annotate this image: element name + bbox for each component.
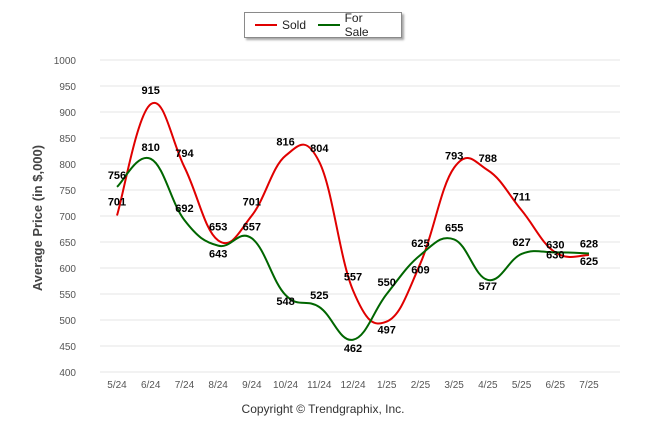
y-tick-1000: 1000 [54,56,77,67]
data-label-for-sale-3-25: 655 [445,222,463,234]
data-label-sold-10-24: 816 [276,137,294,149]
data-label-for-sale-2-25: 625 [411,238,429,250]
x-tick-5-24: 5/24 [107,380,127,391]
data-label-for-sale-1-25: 550 [378,277,396,289]
data-label-sold-7-24: 794 [175,148,194,160]
grid-lines [100,59,620,373]
data-label-sold-7-25: 625 [580,256,598,268]
data-label-for-sale-9-24: 657 [243,221,261,233]
x-tick-7-24: 7/24 [175,380,195,391]
x-tick-6-25: 6/25 [546,380,566,391]
x-tick-labels: 5/24 6/24 7/24 8/24 9/24 10/24 11/24 12/24 1/25 2… [107,380,599,391]
x-tick-7-25: 7/25 [579,380,599,391]
data-label-sold-9-24: 701 [243,196,261,208]
data-label-for-sale-6-24: 810 [142,142,160,154]
x-tick-9-24: 9/24 [242,380,262,391]
data-label-for-sale-7-25: 628 [580,238,598,250]
series-lines [116,101,590,341]
y-tick-950: 950 [59,82,76,93]
series-line-for-sale [116,156,590,341]
data-label-sold-11-24: 804 [310,143,329,155]
data-label-sold-4-25: 788 [479,153,497,165]
data-label-sold-6-25: 630 [546,249,564,261]
x-tick-11-24: 11/24 [307,380,332,391]
data-label-for-sale-7-24: 692 [175,203,193,215]
data-label-sold-1-25: 497 [378,325,396,337]
x-tick-8-24: 8/24 [208,380,228,391]
data-label-for-sale-5-24: 756 [108,170,126,182]
data-label-for-sale-6-25: 630 [546,239,564,251]
data-label-sold-5-25: 711 [513,191,531,203]
y-tick-600: 600 [59,264,76,275]
x-tick-6-24: 6/24 [141,380,161,391]
data-label-for-sale-10-24: 548 [276,296,294,308]
y-axis-label: Average Price (in $,000) [30,145,45,291]
legend-swatch-sold [255,24,277,26]
legend-item-sold: Sold [255,18,306,32]
series-line-sold [116,101,590,325]
y-tick-labels: 400 450 500 550 600 650 700 750 800 850 900 950 1000 [54,56,77,379]
y-tick-400: 400 [59,368,76,379]
y-tick-750: 750 [59,186,76,197]
x-tick-3-25: 3/25 [444,380,464,391]
data-label-sold-8-24: 653 [209,221,227,233]
x-tick-2-25: 2/25 [411,380,431,391]
data-label-for-sale-8-24: 643 [209,249,227,261]
legend-swatch-for-sale [318,24,340,26]
data-label-for-sale-11-24: 525 [310,290,328,302]
legend-item-for-sale: For Sale [318,11,389,39]
y-tick-650: 650 [59,238,76,249]
y-tick-850: 850 [59,134,76,145]
y-tick-450: 450 [59,342,76,353]
data-label-sold-3-25: 793 [445,151,463,163]
legend-label-sold: Sold [282,18,307,32]
data-labels: 701 915 794 653 701 816 804 557 497 609 793 788 711 6… [108,85,598,355]
legend: Sold For Sale [244,11,402,39]
data-label-for-sale-12-24: 462 [344,343,362,355]
data-label-for-sale-4-25: 577 [479,281,497,293]
data-label-for-sale-5-25: 627 [512,237,530,249]
x-tick-12-24: 12/24 [340,380,365,391]
y-tick-550: 550 [59,290,76,301]
data-label-sold-12-24: 557 [344,271,362,283]
copyright-footer: Copyright © Trendgraphix, Inc. [241,402,405,416]
data-label-sold-6-24: 915 [142,85,160,97]
y-tick-900: 900 [59,108,76,119]
y-tick-800: 800 [59,160,76,171]
data-label-sold-2-25: 609 [411,264,429,276]
y-tick-700: 700 [59,212,76,223]
x-tick-5-25: 5/25 [512,380,532,391]
y-tick-500: 500 [59,316,76,327]
legend-label-for-sale: For Sale [344,11,369,39]
x-tick-1-25: 1/25 [377,380,397,391]
data-label-sold-5-24: 701 [108,196,126,208]
x-tick-10-24: 10/24 [273,380,298,391]
x-tick-4-25: 4/25 [478,380,498,391]
